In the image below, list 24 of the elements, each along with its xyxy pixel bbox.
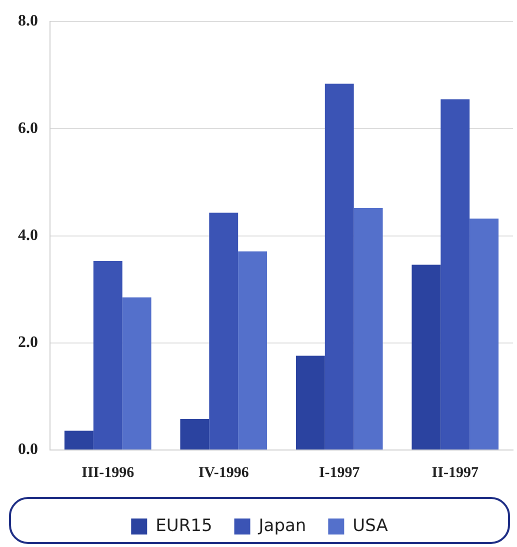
bar [209, 212, 238, 450]
bar [122, 297, 152, 450]
bar [324, 84, 354, 450]
bar [238, 251, 268, 450]
x-tick-label: IV-1996 [198, 464, 250, 481]
legend-label: EUR15 [156, 516, 212, 536]
bar [93, 260, 122, 450]
y-tick-label: 8.0 [18, 12, 38, 30]
y-tick-label: 6.0 [18, 120, 38, 137]
bar [296, 356, 325, 450]
bar [412, 264, 441, 450]
bar [354, 208, 383, 450]
y-tick-label: 0.0 [18, 441, 38, 458]
bar [180, 418, 210, 450]
y-tick-label: 4.0 [18, 226, 38, 244]
x-tick-label: I-1997 [318, 464, 360, 481]
y-tick-label: 2.0 [18, 334, 38, 352]
x-tick-label: III-1996 [82, 464, 135, 481]
bar [64, 430, 94, 450]
legend-label: USA [352, 516, 388, 536]
legend-label: Japan [258, 516, 306, 536]
bar [440, 99, 470, 450]
bar [470, 218, 499, 450]
x-tick-label: II-1997 [432, 464, 479, 481]
